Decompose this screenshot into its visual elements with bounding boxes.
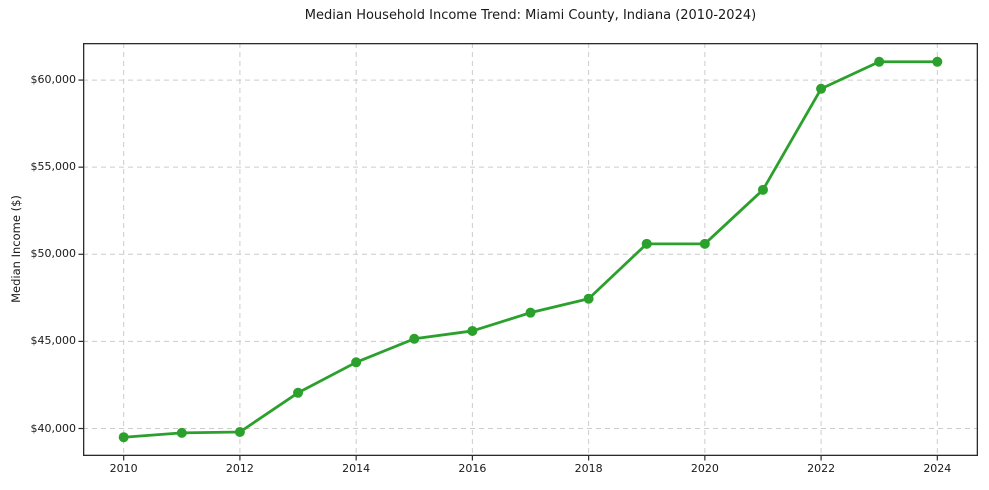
chart-svg xyxy=(78,42,979,461)
y-tick-label: $50,000 xyxy=(30,247,77,261)
y-tick-label: $40,000 xyxy=(30,421,77,435)
x-tick-label: 2018 xyxy=(574,462,603,475)
x-tick-label: 2022 xyxy=(807,462,836,475)
data-point xyxy=(583,293,594,304)
y-tick-label: $60,000 xyxy=(30,73,77,87)
plot-area xyxy=(78,42,979,461)
data-point xyxy=(118,432,129,443)
x-tick-label: 2024 xyxy=(923,462,952,475)
data-point xyxy=(816,83,827,94)
data-point xyxy=(874,56,885,67)
x-tick-label: 2010 xyxy=(109,462,138,475)
data-point xyxy=(932,56,943,67)
x-tick-label: 2012 xyxy=(225,462,254,475)
data-point xyxy=(641,238,652,249)
data-point xyxy=(757,184,768,195)
y-tick-label: $45,000 xyxy=(30,334,77,348)
data-point xyxy=(699,238,710,249)
y-tick-label: $55,000 xyxy=(30,160,77,174)
data-point xyxy=(351,357,362,368)
chart-title: Median Household Income Trend: Miami Cou… xyxy=(304,8,757,23)
data-point xyxy=(467,325,478,336)
data-point xyxy=(234,426,245,437)
x-tick-label: 2014 xyxy=(342,462,371,475)
data-point xyxy=(409,333,420,344)
x-tick-label: 2016 xyxy=(458,462,487,475)
trend-line xyxy=(122,60,939,439)
plot-border xyxy=(82,42,979,457)
data-point xyxy=(176,427,187,438)
data-point xyxy=(525,307,536,318)
data-point xyxy=(293,387,304,398)
x-tick-label: 2020 xyxy=(690,462,719,475)
